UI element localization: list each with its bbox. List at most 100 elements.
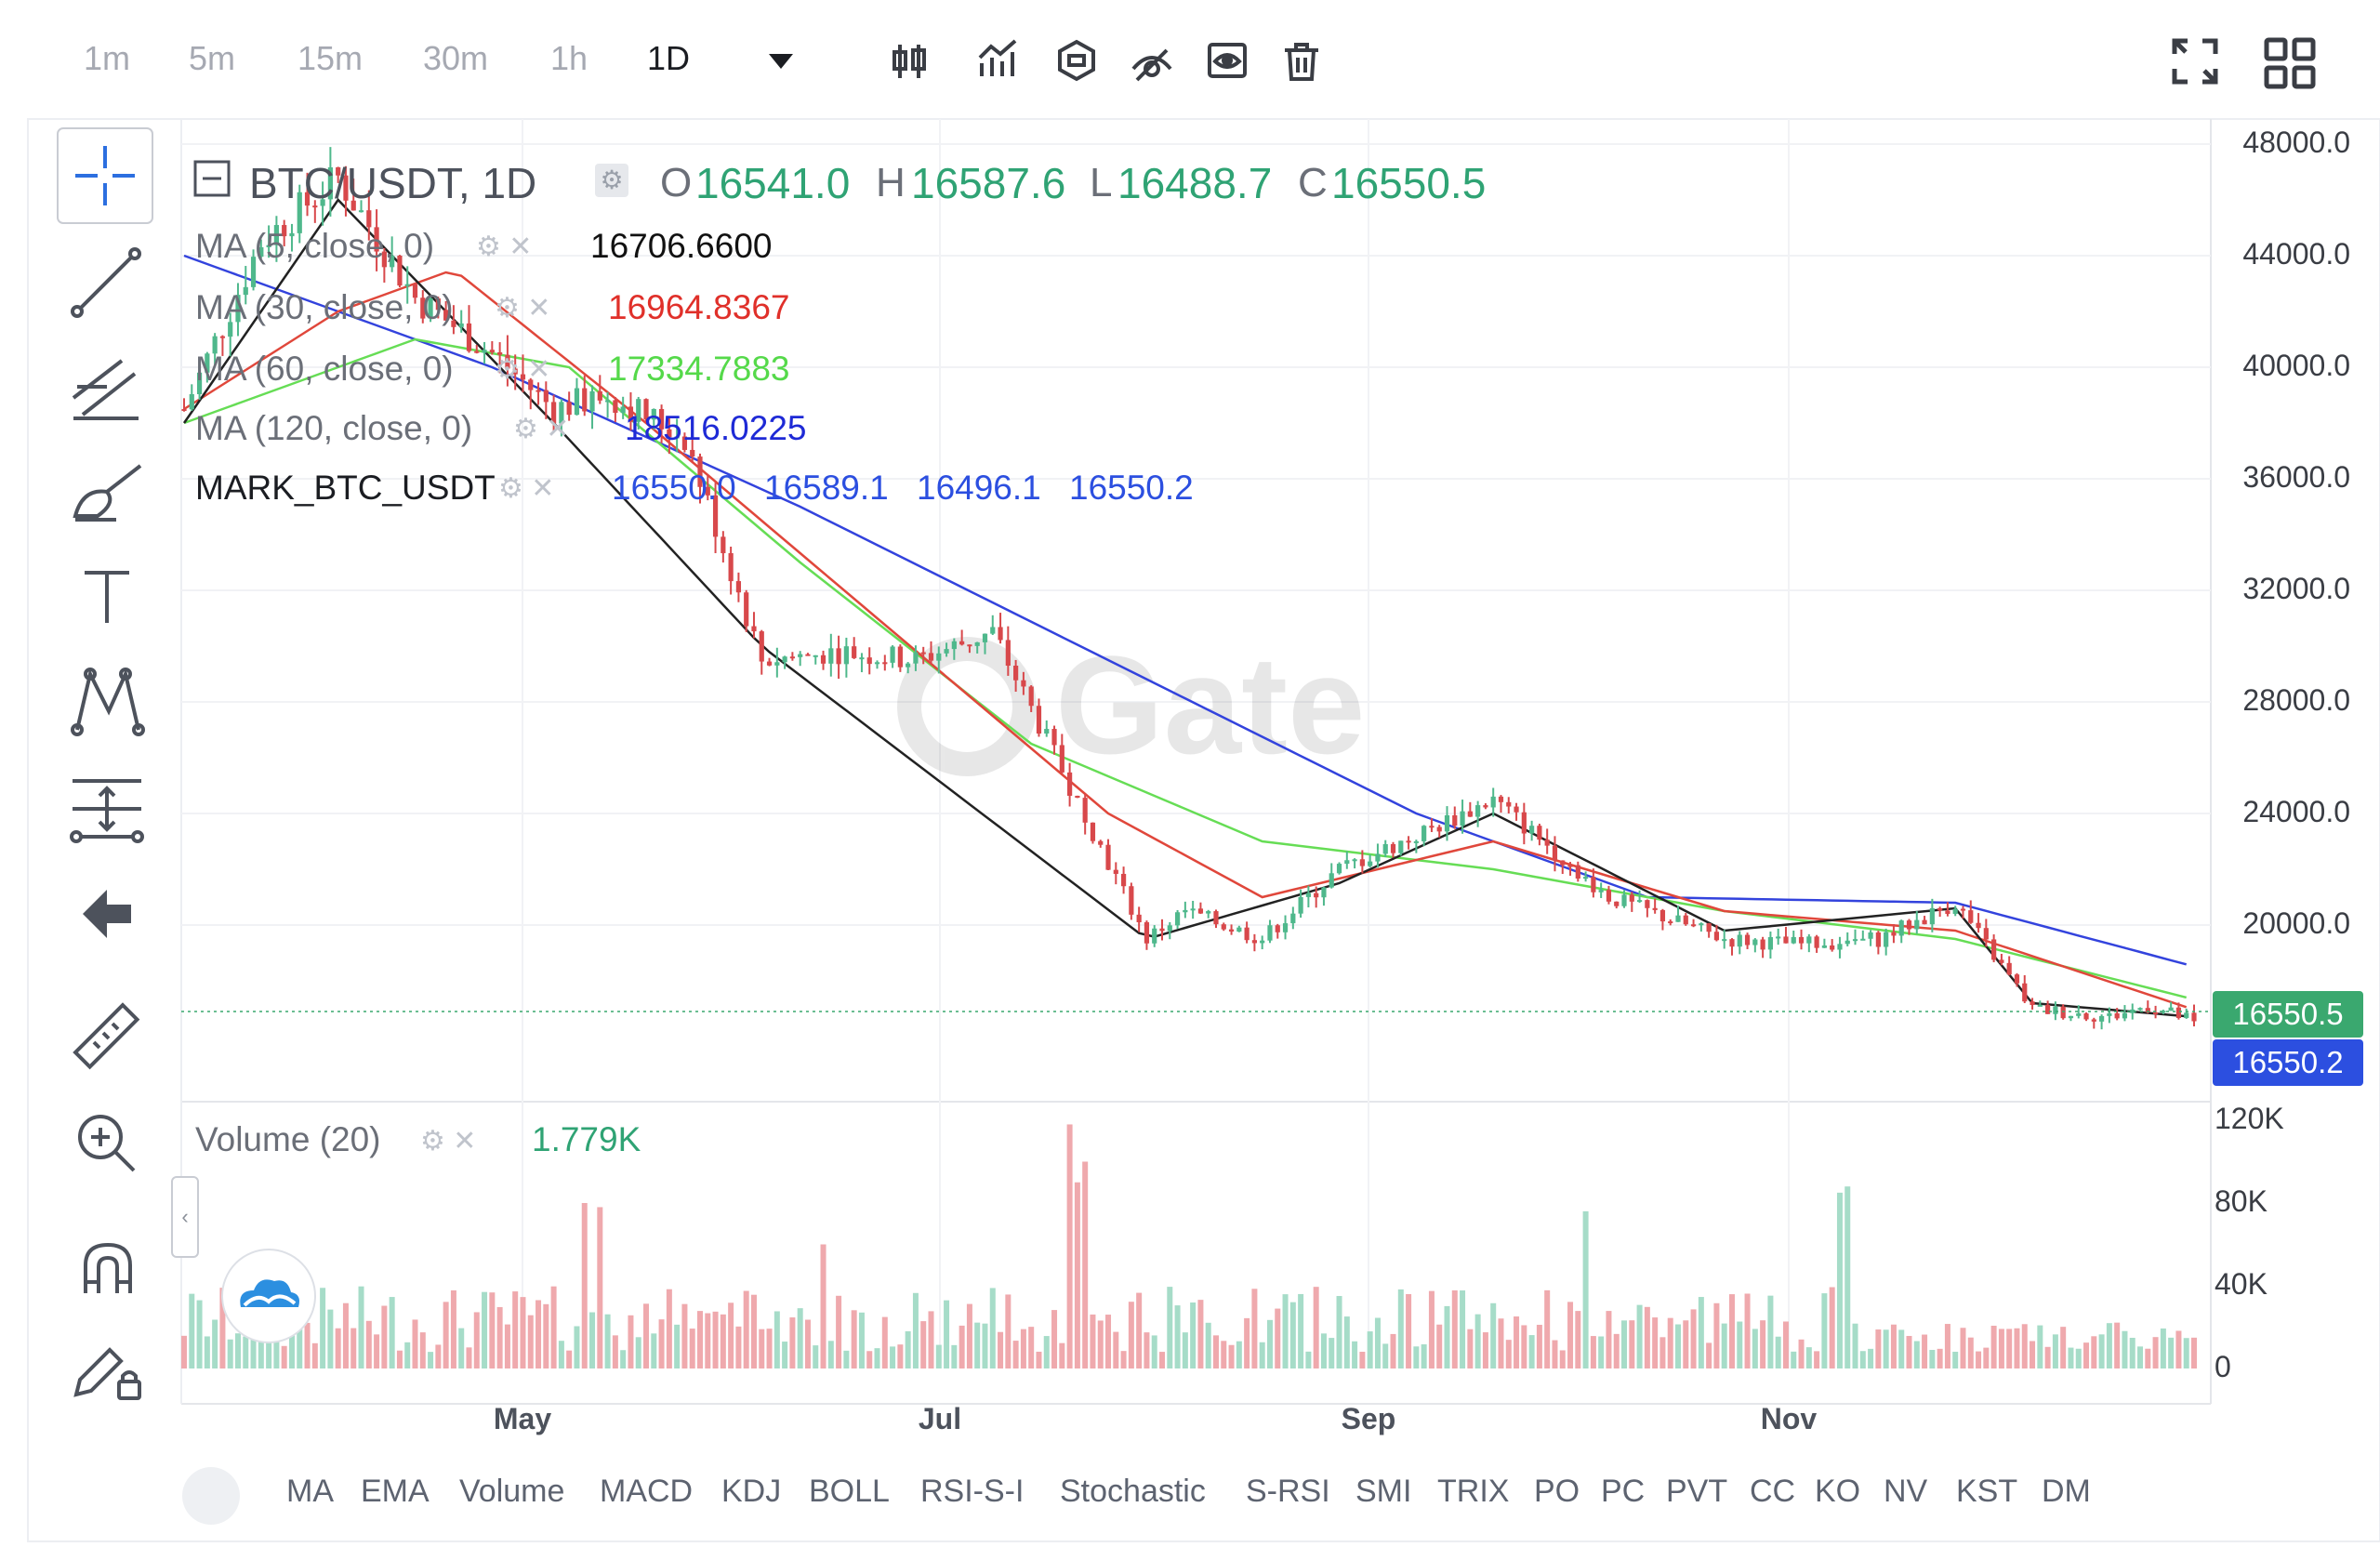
volume-bar	[1752, 1329, 1758, 1368]
indicator-smi[interactable]: SMI	[1355, 1474, 1412, 1509]
volume-bar	[696, 1311, 703, 1368]
indicator-po[interactable]: PO	[1534, 1474, 1580, 1509]
volume-bar	[2129, 1337, 2135, 1368]
fib-lines-icon[interactable]	[70, 353, 142, 426]
volume-bar	[1644, 1306, 1650, 1368]
candle-body	[1197, 908, 1204, 914]
candle-body	[551, 402, 557, 424]
measure-range-icon[interactable]	[67, 774, 147, 844]
volume-bar	[566, 1350, 573, 1368]
volume-bar	[1544, 1289, 1551, 1368]
indicator-volume[interactable]: Volume	[459, 1474, 565, 1509]
y-tick-label: 32000.0	[2242, 572, 2350, 605]
text-tool-icon[interactable]	[79, 565, 135, 627]
indicator-pvt[interactable]: PVT	[1666, 1474, 1728, 1509]
crosshair-tool[interactable]	[57, 127, 153, 224]
tf-5m[interactable]: 5m	[189, 39, 236, 77]
mark-settings-icon[interactable]: ⚙ ✕	[498, 473, 555, 504]
tf-15m[interactable]: 15m	[298, 39, 364, 77]
ruler-icon[interactable]	[70, 999, 144, 1074]
indicator-kdj[interactable]: KDJ	[721, 1474, 782, 1509]
volume-bar	[1998, 1329, 2004, 1368]
indicator-ma[interactable]: MA	[286, 1474, 334, 1509]
candle-body	[866, 657, 872, 665]
candle-body	[2145, 1008, 2150, 1012]
ma60-settings-icon[interactable]: ⚙ ✕	[495, 354, 551, 385]
candle-body	[1159, 928, 1165, 932]
pattern-icon[interactable]	[70, 665, 146, 739]
chevron-down-icon[interactable]	[767, 51, 795, 72]
candle-body	[1129, 886, 1134, 915]
open-value: 16541.0	[695, 159, 851, 207]
indicator-ko[interactable]: KO	[1815, 1474, 1861, 1509]
settings-hexagon-icon[interactable]	[1055, 39, 1098, 82]
tf-1m[interactable]: 1m	[84, 39, 131, 77]
ma5-value: 16706.6600	[590, 227, 773, 265]
brush-icon[interactable]	[70, 460, 146, 533]
volume-bar	[789, 1317, 796, 1368]
indicator-trix[interactable]: TRIX	[1437, 1474, 1510, 1509]
indicator-pc[interactable]: PC	[1601, 1474, 1646, 1509]
volume-bar	[1413, 1346, 1420, 1368]
lock-drawing-icon[interactable]	[71, 1339, 145, 1406]
volume-bar	[774, 1311, 780, 1368]
candle-type-icon[interactable]	[891, 41, 928, 82]
view-icon[interactable]	[1207, 41, 1248, 82]
candle-body	[1190, 908, 1196, 911]
cloud-logo-icon[interactable]	[220, 1248, 317, 1344]
candle-body	[1498, 796, 1504, 802]
collapse-legend-icon[interactable]	[193, 160, 231, 197]
volume-bar	[412, 1319, 418, 1368]
fullscreen-icon[interactable]	[2171, 37, 2219, 86]
volume-bar	[1782, 1321, 1789, 1368]
indicator-nv[interactable]: NV	[1884, 1474, 1928, 1509]
candle-body	[1945, 910, 1950, 915]
volume-settings-icon[interactable]: ⚙ ✕	[420, 1126, 477, 1157]
collapse-panel-toggle[interactable]: ‹	[171, 1176, 199, 1258]
candle-body	[189, 393, 194, 410]
candle-body	[2014, 974, 2020, 984]
candle-body	[1521, 812, 1527, 834]
volume-bar	[1074, 1182, 1080, 1368]
arrow-left-icon[interactable]	[79, 886, 135, 942]
ma120-settings-icon[interactable]: ⚙ ✕	[513, 414, 570, 444]
candle-body	[205, 353, 210, 373]
volume-bar	[358, 1286, 364, 1368]
layout-grid-icon[interactable]	[2264, 37, 2316, 89]
volume-bar	[1444, 1305, 1450, 1368]
ma30-settings-icon[interactable]: ⚙ ✕	[495, 293, 551, 324]
tf-1h[interactable]: 1h	[550, 39, 588, 77]
indicator-stochastic[interactable]: Stochastic	[1060, 1474, 1206, 1509]
indicators-icon[interactable]	[978, 39, 1019, 80]
ma60-value: 17334.7883	[608, 350, 790, 388]
gear-icon[interactable]: ⚙	[595, 164, 628, 197]
trend-line-icon[interactable]	[70, 246, 142, 319]
indicator-dm[interactable]: DM	[2042, 1474, 2091, 1509]
magnet-icon[interactable]	[80, 1241, 136, 1297]
hide-drawings-icon[interactable]	[1130, 41, 1174, 82]
candle-body	[273, 225, 280, 245]
zoom-in-icon[interactable]	[74, 1111, 139, 1176]
indicator-cc[interactable]: CC	[1750, 1474, 1796, 1509]
ma5-settings-icon[interactable]: ⚙ ✕	[476, 231, 533, 262]
candle-body	[1321, 887, 1327, 898]
indicator-rsi-s-i[interactable]: RSI-S-I	[920, 1474, 1025, 1509]
indicator-scroll-left[interactable]	[182, 1467, 240, 1525]
indicator-kst[interactable]: KST	[1956, 1474, 2018, 1509]
candle-body	[320, 199, 325, 206]
indicator-boll[interactable]: BOLL	[809, 1474, 890, 1509]
indicator-s-rsi[interactable]: S-RSI	[1246, 1474, 1330, 1509]
tf-30m[interactable]: 30m	[423, 39, 489, 77]
trash-icon[interactable]	[1283, 41, 1320, 82]
indicator-ema[interactable]: EMA	[361, 1474, 430, 1509]
candle-body	[2122, 1012, 2128, 1019]
candle-body	[1305, 892, 1311, 897]
indicator-macd[interactable]: MACD	[600, 1474, 694, 1509]
volume-bar	[512, 1291, 519, 1368]
volume-bar	[1028, 1327, 1035, 1368]
tf-1d[interactable]: 1D	[647, 39, 691, 77]
candle-body	[250, 257, 257, 287]
candle-body	[212, 336, 218, 354]
y-tick-label: 44000.0	[2242, 237, 2350, 271]
candle-body	[1013, 666, 1019, 681]
